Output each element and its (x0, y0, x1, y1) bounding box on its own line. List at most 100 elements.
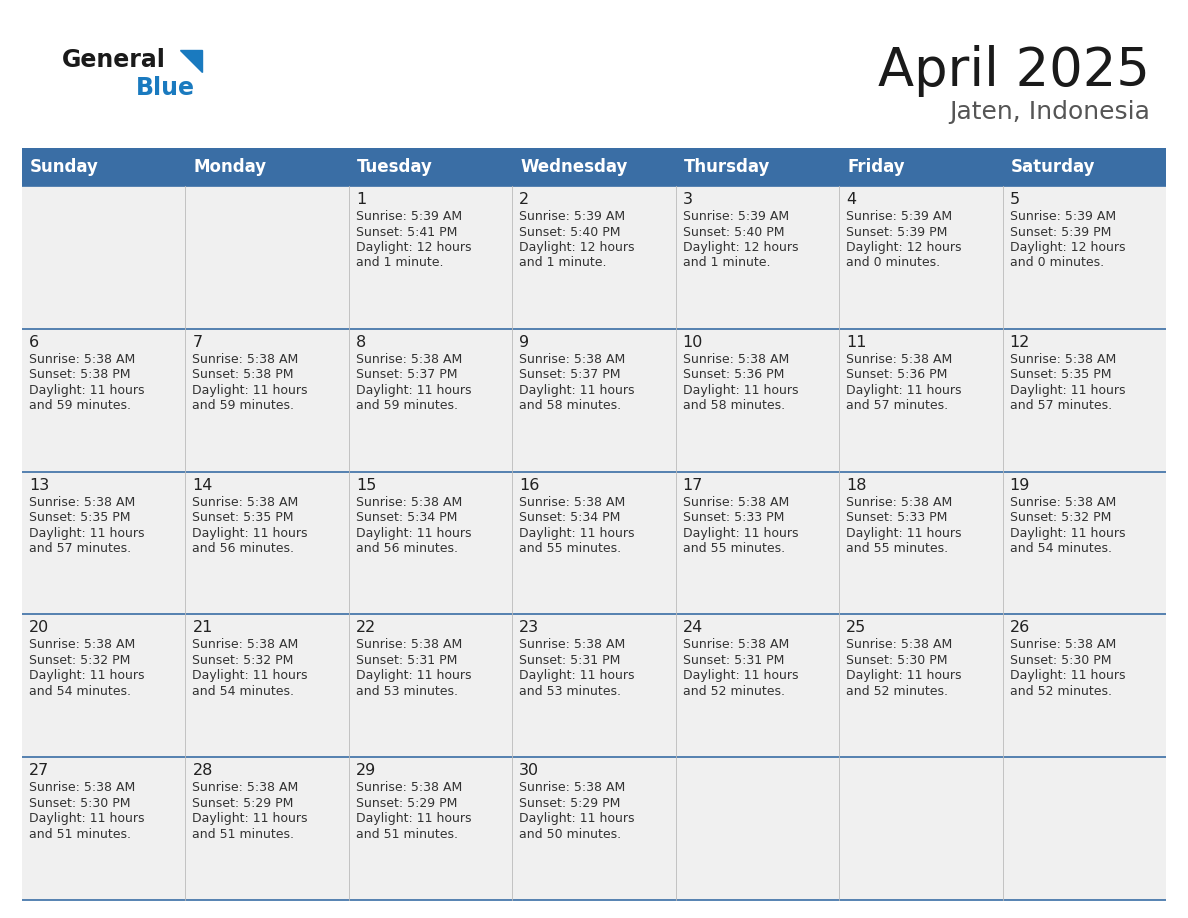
Text: 24: 24 (683, 621, 703, 635)
Text: and 54 minutes.: and 54 minutes. (192, 685, 295, 698)
Text: Daylight: 11 hours: Daylight: 11 hours (846, 527, 961, 540)
Text: 5: 5 (1010, 192, 1019, 207)
Text: Sunset: 5:38 PM: Sunset: 5:38 PM (192, 368, 293, 381)
Text: Sunrise: 5:38 AM: Sunrise: 5:38 AM (29, 781, 135, 794)
Text: Sunday: Sunday (30, 158, 99, 176)
Text: Sunset: 5:39 PM: Sunset: 5:39 PM (1010, 226, 1111, 239)
Text: 17: 17 (683, 477, 703, 493)
Text: Sunset: 5:30 PM: Sunset: 5:30 PM (846, 654, 948, 666)
Text: Daylight: 11 hours: Daylight: 11 hours (192, 384, 308, 397)
Text: Sunrise: 5:39 AM: Sunrise: 5:39 AM (356, 210, 462, 223)
Bar (839, 757, 1003, 900)
Text: 2: 2 (519, 192, 530, 207)
Text: Sunrise: 5:38 AM: Sunrise: 5:38 AM (29, 496, 135, 509)
Text: Sunset: 5:31 PM: Sunset: 5:31 PM (519, 654, 620, 666)
Text: Sunrise: 5:38 AM: Sunrise: 5:38 AM (846, 353, 953, 365)
Text: Thursday: Thursday (684, 158, 770, 176)
Text: April 2025: April 2025 (878, 45, 1150, 97)
Text: Sunset: 5:35 PM: Sunset: 5:35 PM (29, 511, 131, 524)
Text: Sunrise: 5:38 AM: Sunrise: 5:38 AM (29, 353, 135, 365)
Text: 26: 26 (1010, 621, 1030, 635)
Text: Daylight: 11 hours: Daylight: 11 hours (519, 669, 634, 682)
Text: Daylight: 11 hours: Daylight: 11 hours (356, 812, 472, 825)
Text: Sunset: 5:33 PM: Sunset: 5:33 PM (683, 511, 784, 524)
Text: 13: 13 (29, 477, 49, 493)
Text: Daylight: 11 hours: Daylight: 11 hours (683, 669, 798, 682)
Text: Daylight: 11 hours: Daylight: 11 hours (29, 384, 145, 397)
Text: and 52 minutes.: and 52 minutes. (1010, 685, 1112, 698)
Bar (1003, 472, 1165, 614)
Bar (349, 329, 512, 472)
Text: Daylight: 11 hours: Daylight: 11 hours (846, 384, 961, 397)
Text: Sunrise: 5:38 AM: Sunrise: 5:38 AM (356, 781, 462, 794)
Text: 3: 3 (683, 192, 693, 207)
Text: and 55 minutes.: and 55 minutes. (519, 543, 621, 555)
Text: Sunrise: 5:38 AM: Sunrise: 5:38 AM (846, 638, 953, 652)
Text: 7: 7 (192, 335, 202, 350)
Text: 12: 12 (1010, 335, 1030, 350)
Text: Daylight: 11 hours: Daylight: 11 hours (519, 527, 634, 540)
Text: Daylight: 11 hours: Daylight: 11 hours (683, 527, 798, 540)
Bar (185, 614, 349, 757)
Text: Sunset: 5:40 PM: Sunset: 5:40 PM (683, 226, 784, 239)
Bar (349, 148, 512, 186)
Text: Daylight: 11 hours: Daylight: 11 hours (356, 527, 472, 540)
Text: and 1 minute.: and 1 minute. (683, 256, 770, 270)
Text: and 59 minutes.: and 59 minutes. (192, 399, 295, 412)
Text: 20: 20 (29, 621, 49, 635)
Text: Daylight: 11 hours: Daylight: 11 hours (683, 384, 798, 397)
Text: 16: 16 (519, 477, 539, 493)
Bar (839, 186, 1003, 329)
Text: Sunset: 5:38 PM: Sunset: 5:38 PM (29, 368, 131, 381)
Text: Sunset: 5:36 PM: Sunset: 5:36 PM (683, 368, 784, 381)
Text: Sunset: 5:36 PM: Sunset: 5:36 PM (846, 368, 948, 381)
Text: Sunset: 5:29 PM: Sunset: 5:29 PM (192, 797, 293, 810)
Bar (1003, 757, 1165, 900)
Text: 29: 29 (356, 763, 377, 778)
Text: Sunset: 5:34 PM: Sunset: 5:34 PM (356, 511, 457, 524)
Text: and 52 minutes.: and 52 minutes. (683, 685, 785, 698)
Text: Jaten, Indonesia: Jaten, Indonesia (949, 100, 1150, 124)
Text: and 52 minutes.: and 52 minutes. (846, 685, 948, 698)
Text: Sunrise: 5:38 AM: Sunrise: 5:38 AM (356, 353, 462, 365)
Bar (1003, 186, 1165, 329)
Text: General: General (62, 48, 166, 72)
Text: 27: 27 (29, 763, 49, 778)
Text: 1: 1 (356, 192, 366, 207)
Text: Sunrise: 5:38 AM: Sunrise: 5:38 AM (192, 353, 298, 365)
Bar (676, 472, 839, 614)
Text: Sunrise: 5:38 AM: Sunrise: 5:38 AM (356, 496, 462, 509)
Text: Daylight: 11 hours: Daylight: 11 hours (519, 812, 634, 825)
Text: and 57 minutes.: and 57 minutes. (846, 399, 948, 412)
Text: Daylight: 11 hours: Daylight: 11 hours (1010, 669, 1125, 682)
Text: Sunrise: 5:38 AM: Sunrise: 5:38 AM (29, 638, 135, 652)
Bar (349, 186, 512, 329)
Text: Sunset: 5:41 PM: Sunset: 5:41 PM (356, 226, 457, 239)
Text: Blue: Blue (135, 76, 195, 100)
Text: Sunrise: 5:38 AM: Sunrise: 5:38 AM (683, 496, 789, 509)
Text: Daylight: 11 hours: Daylight: 11 hours (192, 669, 308, 682)
Text: Sunset: 5:39 PM: Sunset: 5:39 PM (846, 226, 948, 239)
Bar (185, 329, 349, 472)
Text: 22: 22 (356, 621, 377, 635)
Text: Sunset: 5:35 PM: Sunset: 5:35 PM (1010, 368, 1111, 381)
Text: Daylight: 11 hours: Daylight: 11 hours (192, 812, 308, 825)
Text: and 1 minute.: and 1 minute. (356, 256, 443, 270)
Bar (185, 186, 349, 329)
Bar (185, 757, 349, 900)
Text: and 50 minutes.: and 50 minutes. (519, 828, 621, 841)
Text: Tuesday: Tuesday (356, 158, 432, 176)
Text: and 59 minutes.: and 59 minutes. (356, 399, 457, 412)
Text: Sunset: 5:34 PM: Sunset: 5:34 PM (519, 511, 620, 524)
Text: Sunset: 5:30 PM: Sunset: 5:30 PM (29, 797, 131, 810)
Bar (1003, 148, 1165, 186)
Text: Sunrise: 5:38 AM: Sunrise: 5:38 AM (519, 496, 626, 509)
Text: Daylight: 11 hours: Daylight: 11 hours (192, 527, 308, 540)
Text: and 51 minutes.: and 51 minutes. (356, 828, 457, 841)
Text: and 53 minutes.: and 53 minutes. (356, 685, 457, 698)
Bar (839, 472, 1003, 614)
Text: 4: 4 (846, 192, 857, 207)
Bar (512, 329, 676, 472)
Bar (512, 186, 676, 329)
Text: Daylight: 11 hours: Daylight: 11 hours (1010, 527, 1125, 540)
